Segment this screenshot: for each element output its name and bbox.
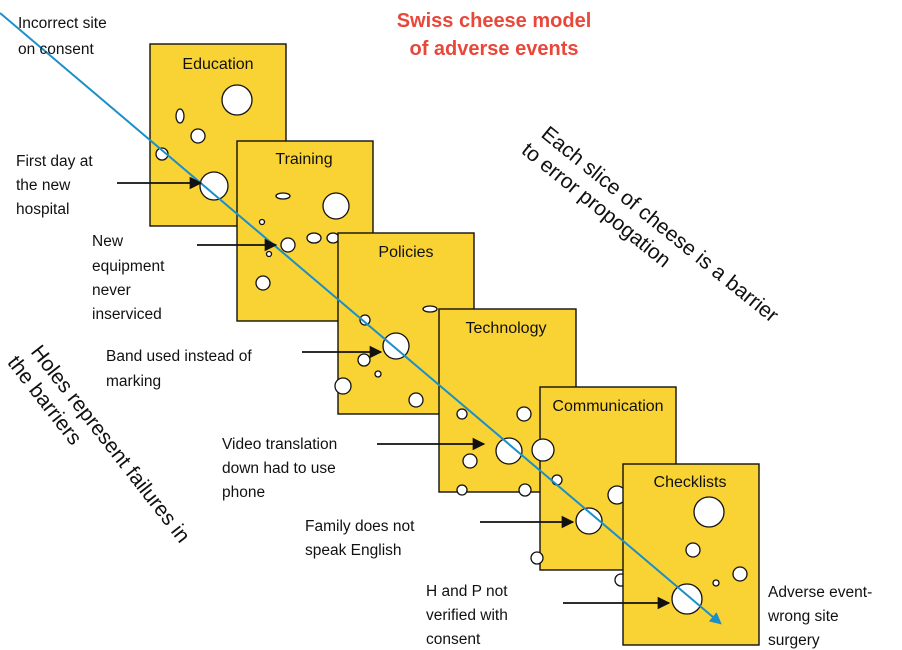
slice-label-technology: Technology — [466, 320, 547, 337]
title-line-2: of adverse events — [410, 38, 579, 60]
annotation-adverse-event-line-3: surgery — [768, 632, 820, 649]
annotation-h-and-p-line-1: H and P not — [426, 583, 508, 600]
caption-holes: Holes represent failures in the barriers — [3, 341, 195, 547]
error-trajectory-line — [0, 12, 722, 625]
annotation-adverse-event-line-2: wrong site — [767, 608, 839, 625]
caption-holes-line-1: Holes represent failures in — [26, 341, 194, 547]
annotation-new-equipment-line-2: equipment — [92, 258, 165, 275]
annotation-video-translation-line-2: down had to use — [222, 460, 336, 477]
slice-label-communication: Communication — [552, 398, 663, 415]
slice-label-checklists: Checklists — [654, 474, 727, 491]
annotation-video-translation-line-1: Video translation — [222, 436, 337, 453]
slice-checklists: Checklists — [622, 463, 760, 646]
annotation-incorrect-site-line-1: Incorrect site — [18, 15, 107, 32]
annotation-video-translation-line-3: phone — [222, 484, 265, 501]
caption-barrier-line-1: Each slice of cheese is a barrier — [537, 122, 783, 327]
annotation-family-line-2: speak English — [305, 542, 402, 559]
annotation-h-and-p-line-2: verified with — [426, 607, 508, 624]
annotation-family-line-1: Family does not — [305, 518, 415, 535]
annotation-first-day-line-2: the new — [16, 177, 71, 194]
annotation-new-equipment-line-3: never — [92, 282, 131, 299]
annotation-new-equipment-line-4: inserviced — [92, 306, 162, 323]
annotation-incorrect-site-line-2: on consent — [18, 41, 95, 58]
slice-label-education: Education — [182, 56, 253, 73]
slice-label-policies: Policies — [378, 244, 433, 261]
annotation-band-used-line-2: marking — [106, 373, 161, 390]
annotation-first-day-line-1: First day at — [16, 153, 93, 170]
annotation-band-used-line-1: Band used instead of — [106, 348, 252, 365]
annotation-adverse-event-line-1: Adverse event- — [768, 584, 872, 601]
annotation-h-and-p-line-3: consent — [426, 631, 481, 648]
slice-education: Education — [149, 43, 287, 227]
annotation-first-day-line-3: hospital — [16, 201, 69, 218]
annotation-new-equipment-line-1: New — [92, 233, 124, 250]
slice-label-training: Training — [275, 151, 332, 168]
title-line-1: Swiss cheese model — [397, 10, 592, 32]
